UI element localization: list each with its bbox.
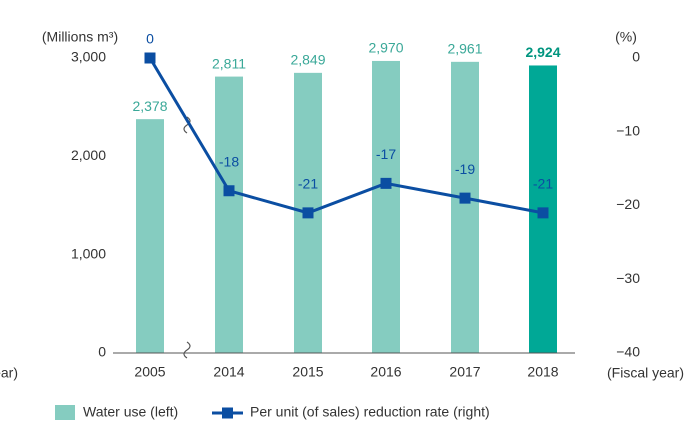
y-tick-label: 0 — [98, 344, 106, 360]
value-label: 2,961 — [447, 41, 482, 57]
value-label: -18 — [219, 153, 239, 169]
bar — [136, 119, 164, 353]
value-label: -21 — [533, 176, 553, 192]
value-label: 2,378 — [132, 98, 167, 114]
axis-break — [183, 116, 191, 134]
y2-tick-label: 0 — [632, 49, 640, 65]
value-label: -17 — [376, 146, 396, 162]
y2-tick-label: −10 — [616, 122, 640, 138]
y2-tick-label: −30 — [616, 270, 640, 286]
line-marker — [144, 52, 156, 64]
value-label: -21 — [298, 176, 318, 192]
legend-label: Water use (left) — [83, 404, 178, 420]
line-marker — [537, 207, 549, 219]
bar — [451, 61, 479, 354]
x-tick-label: 2014 — [213, 364, 244, 380]
x-axis-label: (Fiscal year) — [607, 365, 684, 381]
x-tick-label: 2017 — [449, 364, 480, 380]
value-label: 0 — [146, 31, 154, 47]
value-label: 2,849 — [290, 52, 325, 68]
y2-tick-label: −20 — [616, 196, 640, 212]
y-axis-label: (Millions m³) — [42, 29, 118, 45]
y2-tick-label: −40 — [616, 344, 640, 360]
line-marker — [302, 207, 314, 219]
legend-swatch — [55, 405, 75, 420]
value-label: 2,970 — [368, 40, 403, 56]
bar — [215, 76, 243, 354]
x-tick-label: 2016 — [370, 364, 401, 380]
y2-axis-label: (%) — [615, 29, 637, 45]
y-tick-label: 1,000 — [71, 245, 106, 261]
line-marker — [223, 185, 235, 197]
x-tick-label: 2018 — [527, 364, 558, 380]
line-marker — [380, 177, 392, 189]
x-tick-label: 2015 — [292, 364, 323, 380]
legend-marker — [222, 407, 233, 419]
y-tick-label: 3,000 — [71, 49, 106, 65]
legend-label: Per unit (of sales) reduction rate (righ… — [250, 404, 490, 420]
value-label: -19 — [455, 161, 475, 177]
bar — [372, 60, 400, 353]
line — [148, 57, 544, 215]
value-label: 2,924 — [525, 44, 560, 60]
y-tick-label: 2,000 — [71, 147, 106, 163]
x-tick-label: 2005 — [134, 364, 165, 380]
line-marker — [459, 192, 471, 204]
axis-break — [183, 341, 191, 359]
x-axis-label: (Fiscal year) — [0, 365, 18, 381]
value-label: 2,811 — [212, 55, 246, 71]
